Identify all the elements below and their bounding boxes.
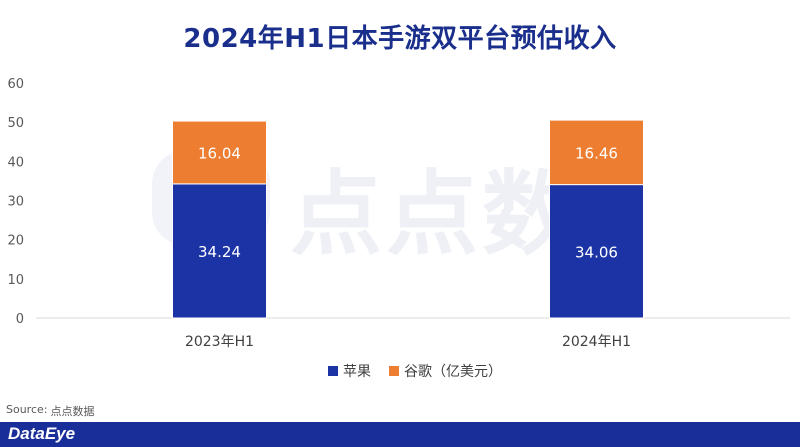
legend-label: 苹果 [343, 364, 371, 380]
y-tick-label: 10 [7, 273, 24, 288]
chart-title: 2024年H1日本手游双平台预估收入 [183, 24, 617, 54]
bar-google-1 [549, 119, 644, 186]
source-value: 点点数据 [50, 405, 95, 418]
y-tick-label: 20 [7, 234, 24, 249]
source-note: Source: 点点数据 [6, 403, 95, 419]
y-tick-label: 50 [7, 116, 24, 131]
y-tick-label: 40 [7, 155, 24, 170]
data-label: 34.06 [575, 243, 618, 261]
x-tick-label: 2024年H1 [562, 334, 631, 350]
bar-google-0 [172, 120, 267, 185]
data-label: 16.46 [575, 144, 618, 162]
y-tick-label: 0 [16, 312, 24, 327]
bar-apple-0 [172, 183, 267, 319]
data-label: 34.24 [198, 243, 241, 261]
x-tick-label: 2023年H1 [185, 334, 254, 350]
source-label: Source: [6, 403, 48, 416]
y-tick-label: 30 [7, 195, 24, 210]
bar-apple-1 [549, 184, 644, 319]
data-label: 16.04 [198, 144, 241, 162]
legend-label: 谷歌（亿美元） [404, 364, 502, 380]
dataeye-logo: DataEye [8, 424, 76, 443]
legend-swatch-google [389, 366, 399, 376]
footer-bar: DataEye [0, 422, 800, 447]
y-tick-label: 60 [7, 77, 24, 92]
watermark-text: 点点数 [290, 161, 578, 268]
legend-swatch-apple [328, 366, 338, 376]
